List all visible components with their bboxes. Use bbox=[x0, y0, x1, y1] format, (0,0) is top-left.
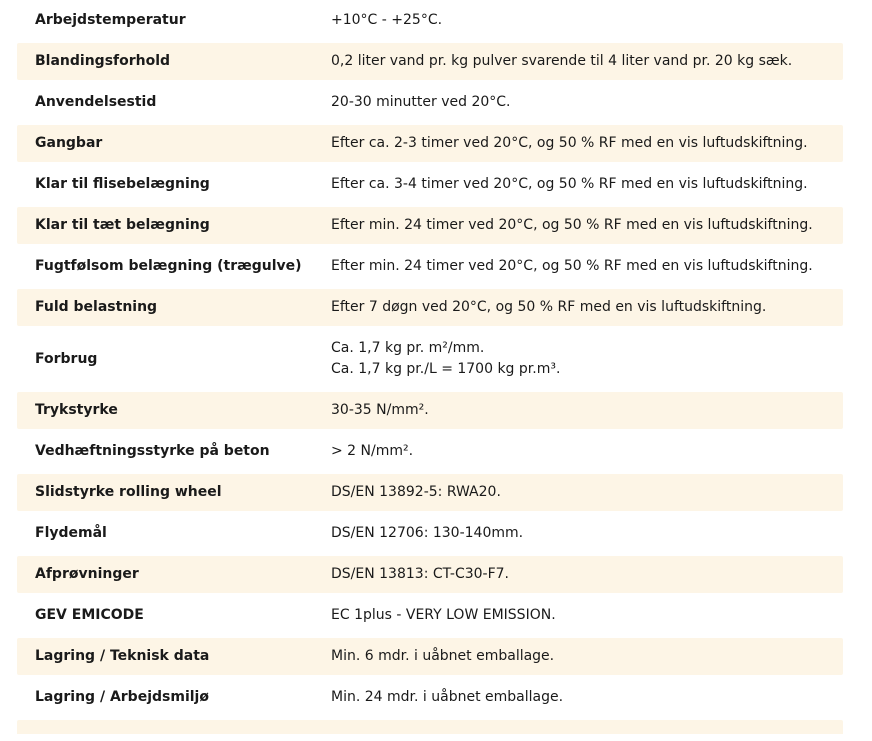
table-row: Lagring / Arbejdsmiljø Min. 24 mdr. i uå… bbox=[17, 679, 843, 716]
row-value: > 2 N/mm². bbox=[331, 433, 843, 470]
row-value: Efter min. 24 timer ved 20°C, og 50 % RF… bbox=[331, 248, 843, 285]
row-label: Fuld belastning bbox=[35, 299, 158, 315]
row-value-line: 0,2 liter vand pr. kg pulver svarende ti… bbox=[331, 53, 793, 69]
row-value-line: Min. 6 mdr. i uåbnet emballage. bbox=[331, 648, 555, 664]
row-value-line: Ca. 1,7 kg pr./L = 1700 kg pr.m³. bbox=[331, 361, 561, 377]
row-value-line: DS/EN 12706: 130-140mm. bbox=[331, 525, 524, 541]
row-label: Forbrug bbox=[35, 350, 98, 367]
table-row: Arbejdstemperatur +10°C - +25°C. bbox=[17, 2, 843, 39]
table-row: Klar til flisebelægning Efter ca. 3-4 ti… bbox=[17, 166, 843, 203]
row-value: Efter ca. 2-3 timer ved 20°C, og 50 % RF… bbox=[331, 125, 843, 162]
table-row: Blandingsforhold 0,2 liter vand pr. kg p… bbox=[17, 43, 843, 80]
table-row: Anvendelsestid 20-30 minutter ved 20°C. bbox=[17, 84, 843, 121]
row-value: 30-35 N/mm². bbox=[331, 392, 843, 429]
row-label: GEV EMICODE bbox=[35, 607, 144, 623]
row-value-line: Min. 24 mdr. i uåbnet emballage. bbox=[331, 689, 564, 705]
row-label: Vedhæftningsstyrke på beton bbox=[35, 443, 270, 459]
row-value-line: Efter min. 24 timer ved 20°C, og 50 % RF… bbox=[331, 217, 813, 233]
row-value-line: 20-30 minutter ved 20°C. bbox=[331, 94, 511, 110]
row-value: DS/EN 12706: 130-140mm. bbox=[331, 515, 843, 552]
row-value: DS/EN 13813: CT-C30-F7. bbox=[331, 556, 843, 593]
row-value-line: Efter ca. 3-4 timer ved 20°C, og 50 % RF… bbox=[331, 176, 808, 192]
table-row: Lagring / Teknisk data Min. 6 mdr. i uåb… bbox=[17, 638, 843, 675]
row-label: Lagring / Arbejdsmiljø bbox=[35, 689, 209, 705]
row-value: 0,2 liter vand pr. kg pulver svarende ti… bbox=[331, 43, 843, 80]
table-row: Slidstyrke rolling wheel DS/EN 13892-5: … bbox=[17, 474, 843, 511]
table-row: Forbrug Ca. 1,7 kg pr. m²/mm. Ca. 1,7 kg … bbox=[17, 330, 843, 388]
table-row: Flydemål DS/EN 12706: 130-140mm. bbox=[17, 515, 843, 552]
row-value-line: > 2 N/mm². bbox=[331, 443, 414, 459]
spec-table: Arbejdstemperatur +10°C - +25°C. Blandin… bbox=[17, 2, 843, 734]
row-value-line: Efter ca. 2-3 timer ved 20°C, og 50 % RF… bbox=[331, 135, 808, 151]
row-label: Trykstyrke bbox=[35, 402, 118, 418]
row-value: EC 1plus - VERY LOW EMISSION. bbox=[331, 597, 843, 634]
row-value: DS/EN 13892-5: RWA20. bbox=[331, 474, 843, 511]
row-value: Efter 7 døgn ved 20°C, og 50 % RF med en… bbox=[331, 289, 843, 326]
row-value: Ca. 1,7 kg pr. m²/mm. Ca. 1,7 kg pr./L = … bbox=[331, 330, 843, 388]
table-row: Gangbar Efter ca. 2-3 timer ved 20°C, og… bbox=[17, 125, 843, 162]
table-row: GEV EMICODE EC 1plus - VERY LOW EMISSION… bbox=[17, 597, 843, 634]
row-label: Slidstyrke rolling wheel bbox=[35, 484, 222, 500]
table-row: Klar til tæt belægning Efter min. 24 tim… bbox=[17, 207, 843, 244]
row-value: Efter min. 24 timer ved 20°C, og 50 % RF… bbox=[331, 207, 843, 244]
row-label: Afprøvninger bbox=[35, 566, 139, 582]
table-row: Fugtfølsom belægning (trægulve) Efter mi… bbox=[17, 248, 843, 285]
row-label: Arbejdstemperatur bbox=[35, 12, 186, 28]
row-value-line: Efter 7 døgn ved 20°C, og 50 % RF med en… bbox=[331, 299, 767, 315]
row-label: Flydemål bbox=[35, 525, 107, 541]
row-value-line: DS/EN 13813: CT-C30-F7. bbox=[331, 566, 510, 582]
table-row: Trykstyrke 30-35 N/mm². bbox=[17, 392, 843, 429]
row-value-line: EC 1plus - VERY LOW EMISSION. bbox=[331, 607, 556, 623]
row-value: Efter ca. 3-4 timer ved 20°C, og 50 % RF… bbox=[331, 166, 843, 203]
row-value-line: Efter min. 24 timer ved 20°C, og 50 % RF… bbox=[331, 258, 813, 274]
row-value: Min. 24 mdr. i uåbnet emballage. bbox=[331, 679, 843, 716]
row-label: Klar til flisebelægning bbox=[35, 176, 210, 192]
row-label: Gangbar bbox=[35, 135, 103, 151]
table-row: Fuld belastning Efter 7 døgn ved 20°C, o… bbox=[17, 289, 843, 326]
partial-table-row bbox=[17, 720, 843, 734]
row-label: Lagring / Teknisk data bbox=[35, 648, 210, 664]
row-label: Fugtfølsom belægning (trægulve) bbox=[35, 258, 302, 274]
row-label: Klar til tæt belægning bbox=[35, 217, 210, 233]
table-row: Vedhæftningsstyrke på beton > 2 N/mm². bbox=[17, 433, 843, 470]
row-value: 20-30 minutter ved 20°C. bbox=[331, 84, 843, 121]
row-value-line: 30-35 N/mm². bbox=[331, 402, 429, 418]
row-value-line: DS/EN 13892-5: RWA20. bbox=[331, 484, 501, 500]
row-value-line: +10°C - +25°C. bbox=[331, 12, 443, 28]
row-value: Min. 6 mdr. i uåbnet emballage. bbox=[331, 638, 843, 675]
row-label: Anvendelsestid bbox=[35, 94, 157, 110]
row-value-line: Ca. 1,7 kg pr. m²/mm. bbox=[331, 340, 485, 356]
row-label: Blandingsforhold bbox=[35, 53, 171, 69]
row-value: +10°C - +25°C. bbox=[331, 2, 843, 39]
table-row: Afprøvninger DS/EN 13813: CT-C30-F7. bbox=[17, 556, 843, 593]
